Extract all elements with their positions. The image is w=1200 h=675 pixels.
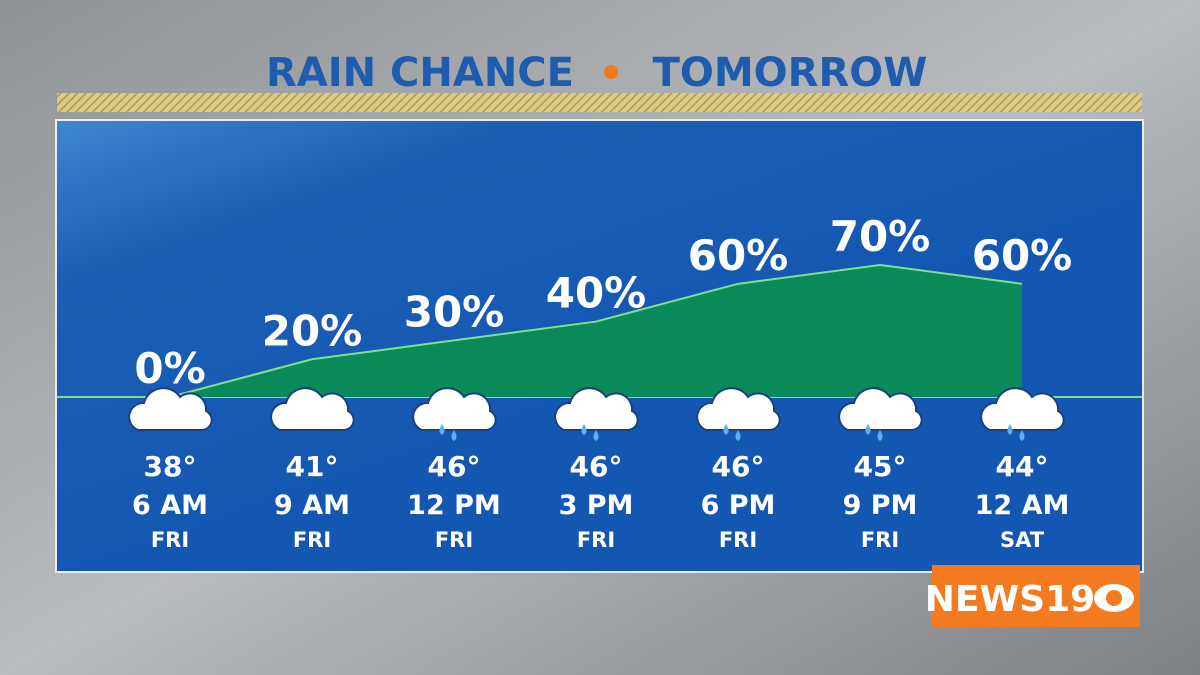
value-label: 20% xyxy=(262,306,363,355)
plot: 0% 38° 6 AM FRI 20% 41° 9 AM FRI 30% 46° 12 PM FRI 4… xyxy=(57,212,1142,552)
logo: NEWS19 xyxy=(925,565,1140,627)
title: RAIN CHANCE xyxy=(266,50,574,96)
logo-text: NEWS19 xyxy=(925,579,1095,620)
separator-dot xyxy=(604,65,618,79)
value-label: 60% xyxy=(972,231,1073,280)
day-label: FRI xyxy=(577,528,615,552)
x-tick-label: 6 AM xyxy=(132,490,208,521)
x-tick-label: 12 AM xyxy=(975,490,1070,521)
value-label: 30% xyxy=(404,287,505,336)
temperature: 41° xyxy=(286,450,339,483)
day-label: FRI xyxy=(435,528,473,552)
value-label: 0% xyxy=(134,344,205,393)
day-label: SAT xyxy=(1000,528,1045,552)
rain-line xyxy=(169,263,1023,398)
rain-area xyxy=(170,264,1022,397)
temperature: 44° xyxy=(996,450,1049,483)
temperature: 46° xyxy=(570,450,623,483)
logo-pupil xyxy=(1106,590,1122,606)
x-tick-label: 3 PM xyxy=(559,490,634,521)
value-label: 60% xyxy=(688,231,789,280)
rain-drop xyxy=(1007,424,1025,441)
x-tick-label: 9 AM xyxy=(274,490,350,521)
rain-drop xyxy=(581,424,599,441)
temperature: 46° xyxy=(428,450,481,483)
temperature: 45° xyxy=(854,450,907,483)
value-label: 70% xyxy=(830,212,931,261)
day-label: FRI xyxy=(293,528,331,552)
temperature: 46° xyxy=(712,450,765,483)
rain-drop xyxy=(439,424,457,441)
rain-drop xyxy=(723,424,741,441)
hatch-band xyxy=(57,93,1142,112)
x-tick-label: 12 PM xyxy=(407,490,501,521)
rain-drop xyxy=(865,424,883,441)
x-tick-label: 6 PM xyxy=(701,490,776,521)
day-label: FRI xyxy=(719,528,757,552)
day-label: FRI xyxy=(861,528,899,552)
value-label: 40% xyxy=(546,269,647,318)
day-label: FRI xyxy=(151,528,189,552)
x-tick-label: 9 PM xyxy=(843,490,918,521)
temperature: 38° xyxy=(144,450,197,483)
subtitle: TOMORROW xyxy=(653,50,928,96)
